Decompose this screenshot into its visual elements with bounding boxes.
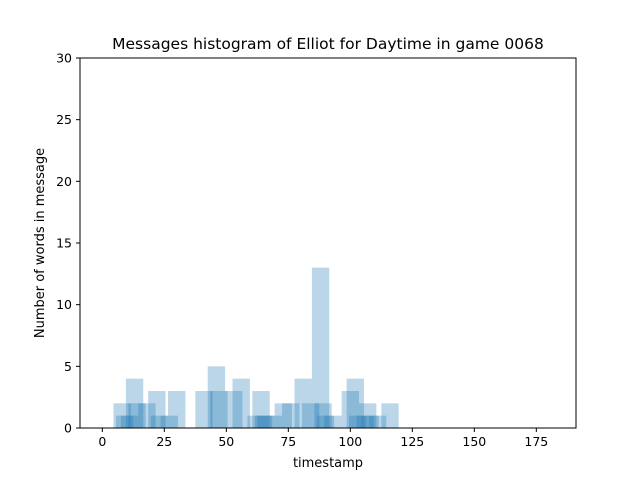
- histogram-bar-7: [150, 415, 169, 428]
- y-axis: 0 5 10 15 20 25 30: [56, 51, 80, 436]
- histogram-bar-17: [254, 415, 273, 428]
- x-tick-label: 150: [462, 434, 486, 449]
- histogram-bar-34: [368, 415, 387, 428]
- histogram-bar-21: [282, 403, 300, 428]
- histogram-bar-15: [247, 415, 265, 428]
- histogram-bar-5: [138, 403, 156, 428]
- histogram-bar-8: [160, 415, 178, 428]
- x-tick-label: 175: [524, 434, 548, 449]
- y-tick-label: 15: [56, 236, 72, 251]
- y-axis-label: Number of words in message: [33, 148, 48, 338]
- x-tick-label: 125: [400, 434, 424, 449]
- histogram-bar-25: [314, 403, 332, 428]
- x-tick-label: 75: [280, 434, 296, 449]
- y-tick-label: 10: [56, 297, 72, 312]
- bars-layer: [113, 267, 399, 428]
- histogram-bar-26: [316, 415, 335, 428]
- x-tick-label: 100: [338, 434, 362, 449]
- histogram-bar-9: [168, 391, 186, 428]
- histogram-bar-0: [113, 403, 131, 428]
- histogram-bar-20: [274, 403, 293, 428]
- y-tick-label: 25: [56, 112, 72, 127]
- histogram-bar-16: [252, 391, 270, 428]
- histogram-bar-27: [324, 415, 342, 428]
- x-tick-label: 50: [218, 434, 234, 449]
- histogram-bar-29: [346, 378, 364, 428]
- histogram-bar-4: [128, 403, 146, 428]
- histogram-bar-10: [195, 391, 213, 428]
- y-tick-label: 20: [56, 174, 72, 189]
- histogram-bar-22: [294, 378, 312, 428]
- x-tick-label: 25: [156, 434, 172, 449]
- histogram-bar-31: [356, 415, 374, 428]
- histogram-bar-11: [207, 366, 226, 428]
- histogram-bar-12: [210, 391, 228, 428]
- histogram-bar-3: [125, 378, 144, 428]
- y-tick-label: 5: [64, 359, 72, 374]
- histogram-bar-18: [257, 415, 275, 428]
- y-tick-label: 0: [64, 421, 72, 436]
- histogram-bar-1: [115, 415, 134, 428]
- histogram-bar-23: [301, 403, 320, 428]
- histogram-bar-24: [311, 267, 330, 428]
- plot-frame: [79, 57, 577, 429]
- histogram-bar-30: [349, 415, 367, 428]
- histogram-bar-28: [341, 391, 359, 428]
- y-tick-label: 30: [56, 51, 72, 66]
- histogram-bar-33: [361, 415, 379, 428]
- histogram-bar-35: [381, 403, 399, 428]
- histogram-bar-14: [232, 378, 250, 428]
- histogram-bar-19: [264, 415, 283, 428]
- x-axis: 0 25 50 75 100 125 150 175: [98, 428, 548, 449]
- chart-title: Messages histogram of Elliot for Daytime…: [112, 35, 544, 53]
- histogram-bar-13: [225, 391, 243, 428]
- x-axis-label: timestamp: [293, 456, 363, 471]
- x-tick-label: 0: [98, 434, 106, 449]
- histogram-bar-32: [359, 403, 377, 428]
- histogram-bar-6: [148, 391, 166, 428]
- histogram-bar-2: [120, 415, 139, 428]
